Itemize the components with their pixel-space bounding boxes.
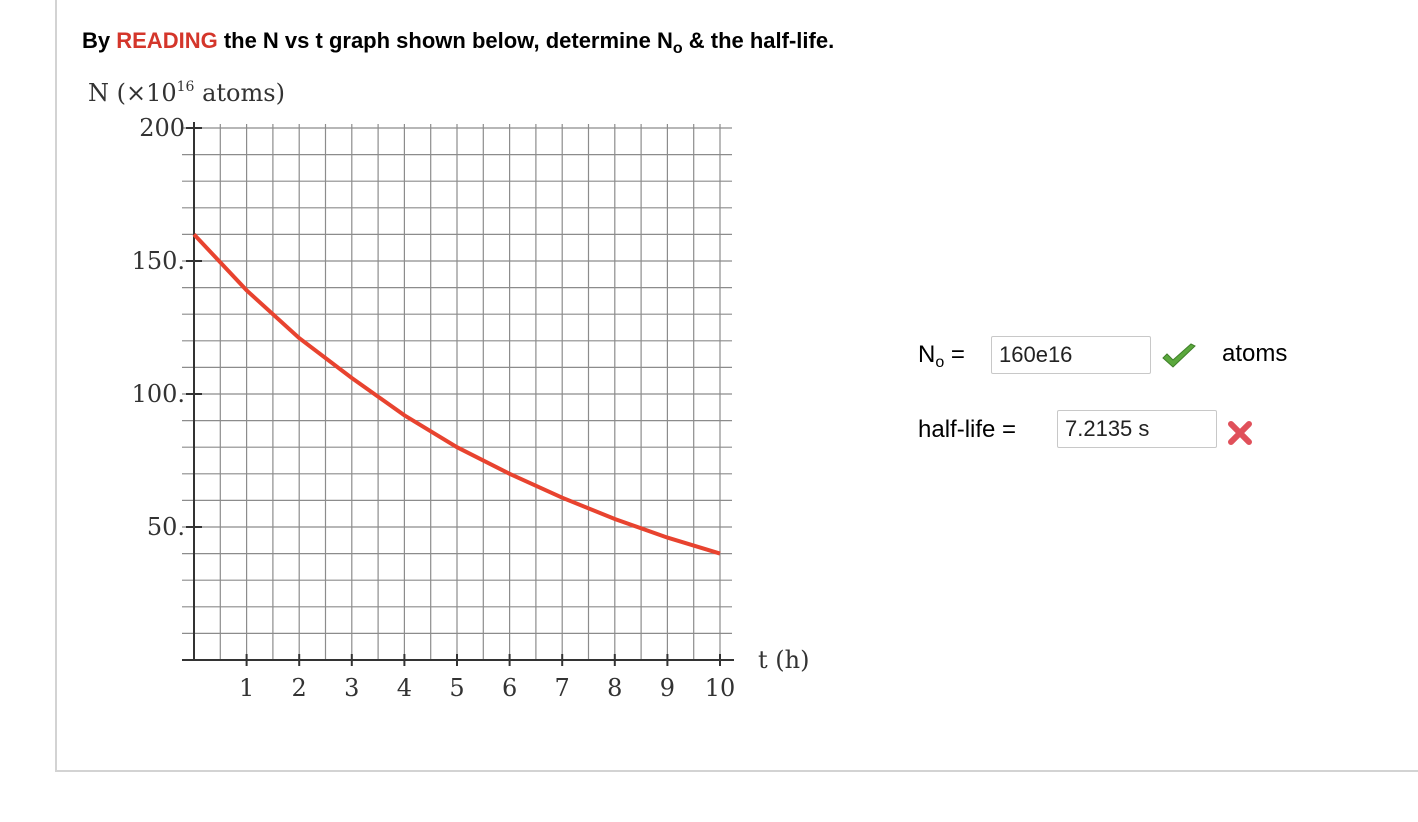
x-tick-label: 8 [607, 674, 622, 702]
n0-input[interactable] [991, 336, 1151, 374]
n-vs-t-chart: 1 2 3 4 5 6 7 8 9 10 50. 100. 150. 200 N (×1016 atoms… [88, 79, 809, 702]
half-life-label: half-life = [918, 416, 1016, 444]
decay-curve [192, 233, 721, 556]
y-axis-label: N (×1016 atoms) [88, 79, 285, 107]
x-axis-label: t (h) [758, 646, 809, 674]
x-tick-label: 2 [292, 674, 307, 702]
n0-label: No = [918, 341, 965, 371]
x-tick-label: 10 [705, 674, 736, 702]
x-tick-label: 5 [449, 674, 464, 702]
half-life-label-text: half-life [918, 416, 996, 443]
question-panel [55, 0, 1418, 772]
chart-tick-labels: 1 2 3 4 5 6 7 8 9 10 50. 100. 150. 200 [132, 114, 736, 702]
x-tick-label: 1 [239, 674, 254, 702]
question-subscript: o [672, 40, 683, 57]
question-middle: the N vs t graph shown below, determine … [217, 28, 673, 53]
y-tick-label: 200 [139, 114, 185, 142]
half-life-equals: = [995, 416, 1017, 443]
x-tick-label: 4 [397, 674, 412, 702]
n0-equals: = [944, 341, 965, 368]
x-tick-label: 3 [344, 674, 359, 702]
checkmark-icon [1162, 343, 1196, 368]
question-highlight: READING [116, 28, 218, 53]
chart-grid [182, 124, 732, 660]
y-tick-label: 150. [132, 247, 185, 275]
question-suffix: & the half-life. [682, 28, 835, 53]
y-tick-label: 100. [132, 380, 185, 408]
n0-units: atoms [1222, 340, 1288, 367]
n0-label-main: N [918, 341, 936, 368]
x-tick-label: 6 [502, 674, 517, 702]
half-life-input[interactable] [1057, 410, 1217, 448]
y-tick-label: 50. [147, 513, 185, 541]
n0-label-sub: o [935, 354, 945, 371]
cross-icon [1228, 421, 1252, 445]
x-tick-label: 9 [660, 674, 675, 702]
question-prefix: By [82, 28, 117, 53]
question-text: By READING the N vs t graph shown below,… [82, 28, 835, 57]
x-tick-label: 7 [555, 674, 570, 702]
chart-axes [182, 122, 734, 666]
